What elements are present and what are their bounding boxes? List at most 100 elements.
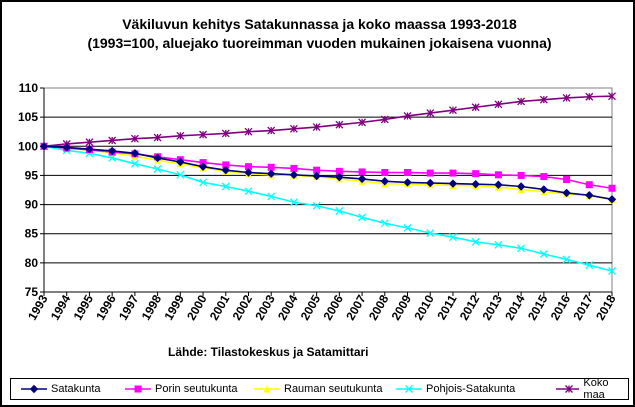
data-point-koko-maa <box>244 127 253 136</box>
legend-marker <box>263 385 271 393</box>
data-point-pohjois-satakunta-stroke <box>312 201 321 210</box>
plot-area <box>43 87 613 293</box>
data-point-koko-maa <box>539 95 548 104</box>
data-point-satakunta <box>516 182 526 191</box>
legend-marker-stroke <box>405 385 413 393</box>
series-koko-maa <box>40 92 616 151</box>
y-tick-label: 85 <box>25 227 39 241</box>
legend-label: Porin seutukunta <box>155 383 238 395</box>
data-point-pohjois-satakunta <box>380 219 389 228</box>
x-tick-label: 2018 <box>593 292 619 322</box>
x-tick-label: 2011 <box>434 292 459 322</box>
data-point-satakunta <box>62 143 71 152</box>
chart-title: Väkiluvun kehitys Satakunnassa ja koko m… <box>122 16 517 32</box>
legend-label: Satakunta <box>51 383 101 395</box>
legend-marker <box>29 384 39 394</box>
data-point-porin-seutukunta <box>335 167 343 175</box>
data-point-porin-seutukunta <box>404 169 412 177</box>
data-point-pohjois-satakunta <box>449 233 457 242</box>
chart-subtitle: (1993=100, aluejako tuoreimman vuoden mu… <box>87 35 552 51</box>
data-point-pohjois-satakunta <box>426 229 435 238</box>
data-point-koko-maa <box>335 120 344 129</box>
x-tick-label: 1999 <box>161 292 187 322</box>
data-point-satakunta <box>312 171 321 181</box>
data-point-satakunta <box>562 188 571 198</box>
source-note: Lähde: Tilastokeskus ja Satamittari <box>168 345 369 359</box>
y-tick-label: 100 <box>18 139 38 153</box>
data-point-koko-maa <box>562 93 571 102</box>
data-point-satakunta <box>85 144 94 154</box>
data-point-pohjois-satakunta <box>494 240 503 249</box>
data-point-satakunta <box>153 153 162 163</box>
data-point-pohjois-satakunta <box>608 267 616 275</box>
data-point-satakunta <box>335 172 344 182</box>
series-satakunta <box>39 142 617 204</box>
data-point-koko-maa <box>517 97 526 106</box>
data-point-satakunta <box>494 180 503 189</box>
data-point-satakunta <box>403 178 412 187</box>
data-point-pohjois-satakunta-stroke <box>403 223 412 232</box>
x-tick-label: 2004 <box>275 292 301 322</box>
data-point-pohjois-satakunta <box>267 192 276 201</box>
data-point-satakunta <box>39 142 49 151</box>
data-point-satakunta <box>198 162 208 171</box>
data-point-koko-maa <box>176 131 185 140</box>
x-tick-label: 2005 <box>298 292 324 322</box>
data-point-koko-maa <box>380 115 389 124</box>
data-point-koko-maa <box>153 133 162 142</box>
x-tick-label: 2008 <box>366 292 392 322</box>
legend-item-satakunta: Satakunta <box>21 379 101 399</box>
data-point-pohjois-satakunta-stroke <box>176 170 185 179</box>
data-point-koko-maa <box>608 92 616 101</box>
data-point-satakunta <box>266 169 276 178</box>
data-point-satakunta <box>176 157 185 167</box>
data-point-porin-seutukunta <box>426 169 434 177</box>
data-point-satakunta <box>448 179 458 188</box>
data-point-pohjois-satakunta-stroke <box>585 261 594 270</box>
data-point-porin-seutukunta <box>494 171 502 179</box>
data-point-pohjois-satakunta-stroke <box>494 240 503 249</box>
x-tick-label: 1997 <box>116 292 142 322</box>
x-tick-label: 2001 <box>207 292 233 322</box>
legend-label: Koko maa <box>583 377 609 401</box>
x-tick-label: 1996 <box>93 292 119 322</box>
legend-marker <box>405 385 413 393</box>
data-point-satakunta <box>107 146 117 156</box>
data-point-satakunta <box>244 168 253 177</box>
legend-label: Pohjois-Satakunta <box>426 383 516 395</box>
data-point-pohjois-satakunta-stroke <box>358 213 367 222</box>
data-point-pohjois-satakunta <box>130 159 139 168</box>
data-point-koko-maa <box>403 112 412 120</box>
data-point-pohjois-satakunta-stroke <box>562 255 571 264</box>
data-point-porin-seutukunta <box>267 163 275 171</box>
data-point-pohjois-satakunta-stroke <box>335 207 344 215</box>
data-point-koko-maa <box>494 100 503 109</box>
legend-swatch <box>125 385 151 393</box>
data-point-koko-maa <box>267 126 276 135</box>
series-line-koko-maa <box>43 95 613 148</box>
data-point-porin-seutukunta <box>449 169 457 177</box>
legend-marker <box>565 385 573 393</box>
series-line-rauman-seutukunta <box>43 145 613 201</box>
x-tick-label: 2017 <box>570 292 596 322</box>
x-tick-label: 2010 <box>411 292 437 322</box>
data-point-pohjois-satakunta <box>403 223 412 232</box>
x-tick-label: 2016 <box>548 292 574 322</box>
data-point-pohjois-satakunta-stroke <box>380 219 389 228</box>
y-tick-label: 90 <box>25 198 39 212</box>
data-point-pohjois-satakunta <box>244 187 253 196</box>
data-point-koko-maa <box>358 118 367 127</box>
data-point-pohjois-satakunta-stroke <box>244 187 253 196</box>
data-point-koko-maa <box>85 138 94 147</box>
data-point-pohjois-satakunta-stroke <box>221 182 230 191</box>
y-tick-label: 95 <box>25 168 39 182</box>
data-point-porin-seutukunta <box>517 171 525 179</box>
data-point-pohjois-satakunta-stroke <box>539 250 548 259</box>
data-point-porin-seutukunta <box>608 184 616 192</box>
data-point-pohjois-satakunta-stroke <box>426 229 435 238</box>
legend-swatch <box>254 385 280 393</box>
data-point-koko-maa <box>585 92 594 101</box>
data-point-pohjois-satakunta <box>153 165 162 173</box>
x-tick-label: 2013 <box>480 292 506 322</box>
